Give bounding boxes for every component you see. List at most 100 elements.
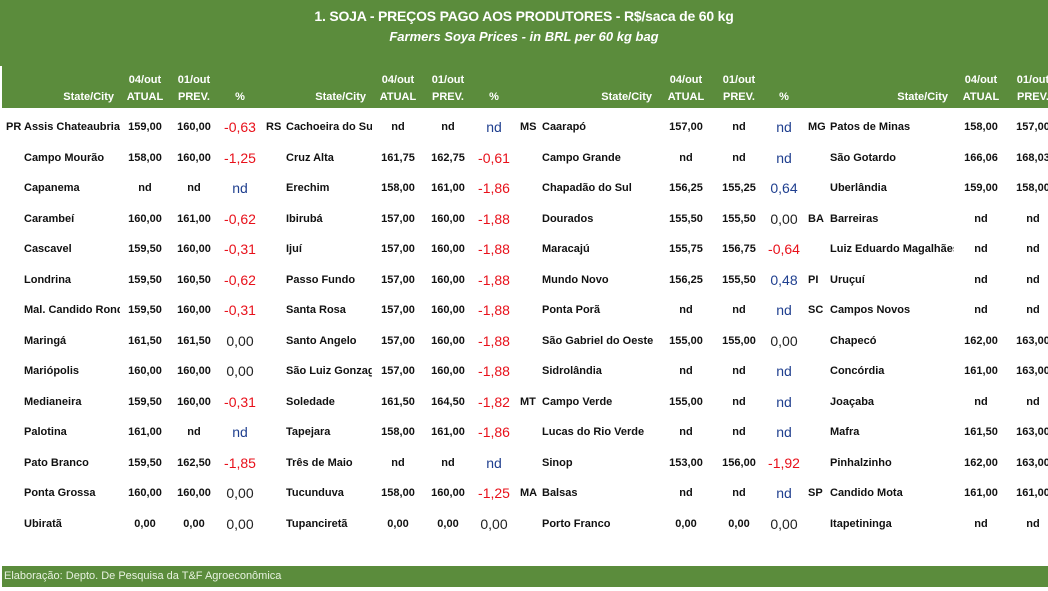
state-code	[804, 417, 828, 448]
state-code	[804, 448, 828, 479]
state-code	[2, 356, 22, 387]
state-code	[2, 448, 22, 479]
city-name: Pinhalzinho	[830, 456, 892, 469]
price-prev: nd	[187, 426, 201, 439]
price-atual: 155,75	[669, 243, 703, 256]
pct-change: nd	[776, 149, 792, 166]
price-prev: 155,50	[722, 212, 756, 225]
pct-change: nd	[486, 454, 502, 471]
city-name: Campo Verde	[542, 395, 613, 408]
price-atual: 161,00	[964, 365, 998, 378]
state-code	[2, 417, 22, 448]
city-name: Mafra	[830, 426, 860, 439]
state-code	[804, 173, 828, 204]
header-pct: %	[472, 86, 516, 108]
price-prev: 156,00	[722, 456, 756, 469]
city-name: Chapadão do Sul	[542, 182, 632, 195]
state-code: MT	[520, 395, 536, 408]
price-atual: 0,00	[675, 517, 697, 530]
city-name: Santa Rosa	[286, 304, 346, 317]
state-code	[516, 417, 540, 448]
header-state-city: State/City	[828, 86, 954, 108]
header-state-city: State/City	[540, 86, 658, 108]
pct-change: nd	[776, 363, 792, 380]
pct-change: -0,61	[478, 149, 510, 166]
report-subtitle: Farmers Soya Prices - in BRL per 60 kg b…	[389, 29, 659, 44]
price-prev: nd	[1026, 273, 1040, 286]
price-atual: 157,00	[381, 212, 415, 225]
city-name: Uberlândia	[830, 182, 887, 195]
city-name: Barreiras	[830, 212, 879, 225]
state-code	[516, 295, 540, 326]
header-date-atual: 04/out	[954, 66, 1008, 86]
city-name: Tucunduva	[286, 487, 344, 500]
header-dates-row: 04/out 01/out 04/out 01/out 04/out 01/out 04/o…	[2, 66, 1048, 86]
price-atual: nd	[974, 517, 988, 530]
city-name: Cruz Alta	[286, 151, 334, 164]
state-code	[262, 204, 284, 235]
price-prev: 162,75	[431, 151, 465, 164]
city-name: Ubiratã	[24, 517, 62, 530]
state-code	[804, 356, 828, 387]
price-prev: nd	[732, 487, 746, 500]
price-atual: 157,00	[669, 121, 703, 134]
pct-change: 0,00	[226, 332, 254, 349]
state-code: SC	[808, 304, 824, 317]
pct-change: nd	[776, 424, 792, 441]
price-prev: 158,00	[1016, 182, 1048, 195]
header-atual: ATUAL	[372, 86, 424, 108]
city-name: Palotina	[24, 426, 67, 439]
pct-change: 0,48	[770, 271, 798, 288]
header-prev: PREV.	[424, 86, 472, 108]
price-atual: nd	[391, 456, 405, 469]
city-name: Ijuí	[286, 243, 302, 256]
state-code	[262, 417, 284, 448]
header-prev: PREV.	[1008, 86, 1048, 108]
state-code	[804, 234, 828, 265]
table-row: Pato Branco 159,50 162,50 -1,85 Três de Maio…	[2, 448, 1048, 479]
pct-change: -0,31	[224, 393, 256, 410]
city-name: Luiz Eduardo Magalhães	[830, 243, 954, 256]
city-name: Ibirubá	[286, 212, 323, 225]
pct-change: -1,88	[478, 271, 510, 288]
city-name: Três de Maio	[286, 456, 353, 469]
state-code	[516, 143, 540, 174]
price-prev: nd	[441, 121, 455, 134]
price-prev: 160,00	[431, 304, 465, 317]
price-prev: nd	[1026, 395, 1040, 408]
price-prev: 160,00	[431, 365, 465, 378]
state-code	[262, 356, 284, 387]
price-atual: nd	[679, 487, 693, 500]
state-code	[804, 509, 828, 540]
state-code	[2, 387, 22, 418]
city-name: São Luiz Gonzaga	[286, 365, 372, 378]
pct-change: nd	[232, 424, 248, 441]
state-code	[516, 204, 540, 235]
city-name: Pato Branco	[24, 456, 89, 469]
header-state-city: State/City	[284, 86, 372, 108]
price-atual: 159,50	[128, 273, 162, 286]
header-atual: ATUAL	[658, 86, 714, 108]
price-atual: 159,00	[964, 182, 998, 195]
price-prev: 157,00	[1016, 121, 1048, 134]
state-code	[516, 509, 540, 540]
pct-change: -1,25	[478, 485, 510, 502]
city-name: Concórdia	[830, 365, 885, 378]
price-atual: 158,00	[381, 426, 415, 439]
state-code	[804, 326, 828, 357]
price-prev: 0,00	[728, 517, 750, 530]
price-prev: 160,00	[431, 487, 465, 500]
city-name: Mundo Novo	[542, 273, 609, 286]
price-atual: 157,00	[381, 273, 415, 286]
price-prev: nd	[1026, 243, 1040, 256]
state-code	[2, 234, 22, 265]
price-prev: nd	[187, 182, 201, 195]
pct-change: -0,62	[224, 271, 256, 288]
city-name: Porto Franco	[542, 517, 611, 530]
pct-change: 0,00	[770, 515, 798, 532]
price-prev: 160,00	[431, 273, 465, 286]
city-name: Mariópolis	[24, 365, 80, 378]
state-code	[262, 265, 284, 296]
price-atual: 158,00	[964, 121, 998, 134]
footer-credit: Elaboração: Depto. De Pesquisa da T&F Ag…	[2, 566, 1048, 587]
